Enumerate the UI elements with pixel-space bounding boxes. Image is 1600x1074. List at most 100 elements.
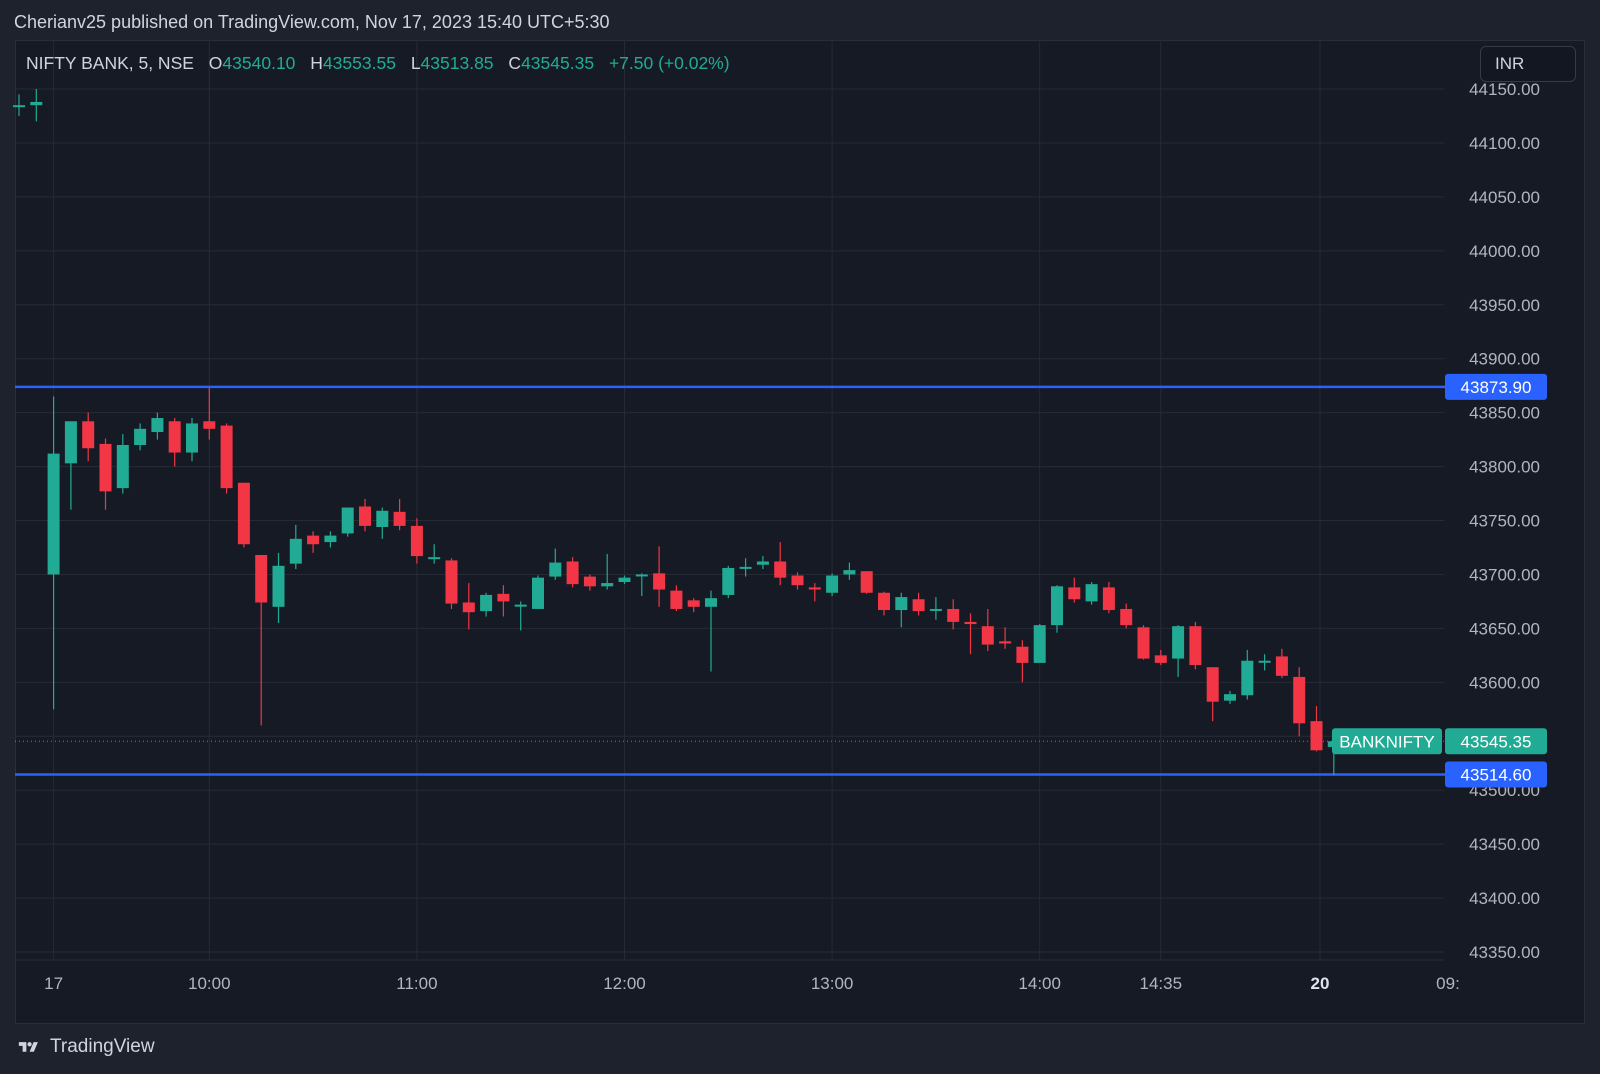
currency-button[interactable]: INR <box>1480 46 1576 82</box>
candle <box>583 574 596 591</box>
candle-body <box>1241 660 1254 696</box>
y-tick-label: 43700.00 <box>1469 565 1540 584</box>
candle-body <box>151 418 164 433</box>
candle-body <box>47 453 60 575</box>
candle <box>134 423 147 451</box>
candle-body <box>1275 656 1288 676</box>
candle <box>1137 625 1150 660</box>
candle <box>687 598 700 613</box>
candle-body <box>653 573 666 590</box>
symbol-price-label-text: BANKNIFTY <box>1339 732 1434 751</box>
candle-body <box>1068 587 1081 600</box>
candle <box>601 553 614 590</box>
line-price-label: 43873.90 <box>1445 373 1547 400</box>
candle <box>739 558 752 577</box>
candle <box>168 418 181 467</box>
chart-panel[interactable] <box>15 40 1585 1024</box>
last-price-label-text: 43545.35 <box>1461 732 1532 751</box>
candle <box>756 556 769 570</box>
candle <box>860 571 873 594</box>
candle <box>203 387 216 440</box>
symbol-price-label-bg <box>1332 728 1442 755</box>
candle-body <box>843 570 856 575</box>
candle-body <box>791 575 804 586</box>
candle-body <box>462 602 475 613</box>
candle <box>774 542 787 586</box>
candle <box>566 557 579 588</box>
candle <box>635 573 648 597</box>
candle <box>618 575 631 585</box>
publish-info: Cherianv25 published on TradingView.com,… <box>14 12 610 32</box>
open-label: O <box>208 53 223 73</box>
candle <box>462 583 475 630</box>
candle <box>1016 640 1029 683</box>
candle <box>843 562 856 580</box>
candle <box>255 555 268 726</box>
candle <box>376 507 389 539</box>
candle-body <box>1258 660 1271 663</box>
candle <box>13 94 25 116</box>
candle-body <box>687 600 700 607</box>
last-price-label-bg <box>1445 728 1547 755</box>
y-tick-label: 43600.00 <box>1469 673 1540 692</box>
candle-body <box>583 576 596 587</box>
y-tick-label: 43800.00 <box>1469 458 1540 477</box>
candle <box>220 423 233 494</box>
candle-body <box>376 510 389 527</box>
candle-body <box>739 566 752 569</box>
candle-body <box>134 428 147 445</box>
x-tick-label: 12:00 <box>603 974 646 993</box>
x-tick-label: 11:00 <box>396 974 437 993</box>
candle-body <box>1172 626 1185 659</box>
candle-body <box>981 626 994 645</box>
candle-body <box>947 608 960 622</box>
chart-grid <box>15 40 1444 961</box>
candle-body <box>601 583 614 587</box>
close-value: 43545.35 <box>521 53 595 73</box>
candle <box>64 421 77 510</box>
high-label: H <box>310 53 323 73</box>
candle-body <box>307 535 320 545</box>
tradingview-logo-icon <box>18 1041 38 1052</box>
x-tick-label: 13:00 <box>811 974 854 993</box>
candle <box>1241 649 1254 700</box>
candle-body <box>722 567 735 595</box>
candle <box>653 546 666 607</box>
candle-body <box>1120 608 1133 626</box>
candle-body <box>289 538 302 564</box>
tradingview-logo[interactable]: TradingView <box>14 1036 155 1058</box>
candle-body <box>393 511 406 526</box>
candle-body <box>255 555 268 603</box>
candle-body <box>912 599 925 612</box>
y-tick-label: 43350.00 <box>1469 943 1540 962</box>
candle-body <box>826 575 839 593</box>
candle-body <box>203 421 216 429</box>
candle <box>981 608 994 652</box>
candle <box>912 592 925 616</box>
line-price-label-bg <box>1445 373 1547 400</box>
high-value: 43553.55 <box>322 53 396 73</box>
candle-body <box>116 444 129 489</box>
candle-body <box>808 587 821 590</box>
y-tick-label: 44000.00 <box>1469 242 1540 261</box>
candle <box>826 573 839 597</box>
candle-body <box>705 598 717 607</box>
candle-body <box>1224 694 1236 701</box>
y-tick-label: 43950.00 <box>1469 296 1540 315</box>
footer-brand: TradingView <box>50 1036 155 1057</box>
candle-body <box>30 101 43 106</box>
price-axis: 44150.00 44100.00 44050.00 44000.00 43950.00… <box>1469 80 1540 962</box>
time-axis: 17 10:00 11:00 12:00 13:00 14:00 14:35 20 09: <box>44 974 1460 993</box>
candle <box>705 590 717 672</box>
candle <box>116 434 129 494</box>
candle <box>82 412 95 462</box>
candle-body <box>1189 626 1202 666</box>
candle-body <box>82 421 95 449</box>
candle <box>947 599 960 630</box>
candle <box>410 518 423 564</box>
candle-body <box>237 482 250 545</box>
candle <box>324 531 337 548</box>
x-tick-label: 20 <box>1310 974 1329 993</box>
candle <box>895 592 908 628</box>
